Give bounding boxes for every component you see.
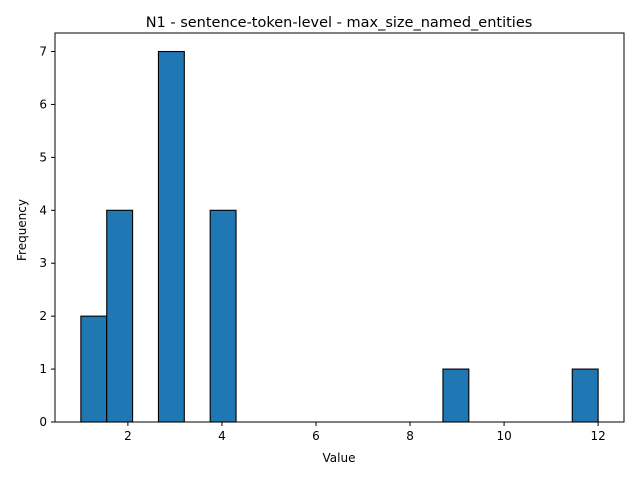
y-tick-label: 1 [39, 362, 47, 376]
histogram-bar [209, 209, 237, 423]
y-tick-label: 7 [39, 45, 47, 59]
y-tick-label: 0 [39, 415, 47, 429]
x-tick-label: 8 [406, 429, 414, 443]
axes-frame [54, 32, 625, 423]
y-tick-label: 4 [39, 203, 47, 217]
chart-title: N1 - sentence-token-level - max_size_nam… [146, 15, 533, 31]
x-tick-label: 4 [218, 429, 226, 443]
y-axis-label: Frequency [15, 199, 29, 261]
x-axis-label: Value [323, 451, 356, 465]
histogram-bar [442, 368, 470, 423]
x-tick-label: 2 [124, 429, 132, 443]
x-tick-label: 12 [590, 429, 605, 443]
histogram-bar [571, 368, 599, 423]
y-tick-label: 3 [39, 256, 47, 270]
x-tick-label: 6 [312, 429, 320, 443]
y-tick-label: 5 [39, 150, 47, 164]
y-tick-label: 2 [39, 309, 47, 323]
x-tick-label: 10 [496, 429, 511, 443]
histogram-bar [157, 50, 185, 423]
y-tick-label: 6 [39, 97, 47, 111]
histogram-bar [80, 315, 108, 423]
histogram-bar [106, 209, 134, 423]
